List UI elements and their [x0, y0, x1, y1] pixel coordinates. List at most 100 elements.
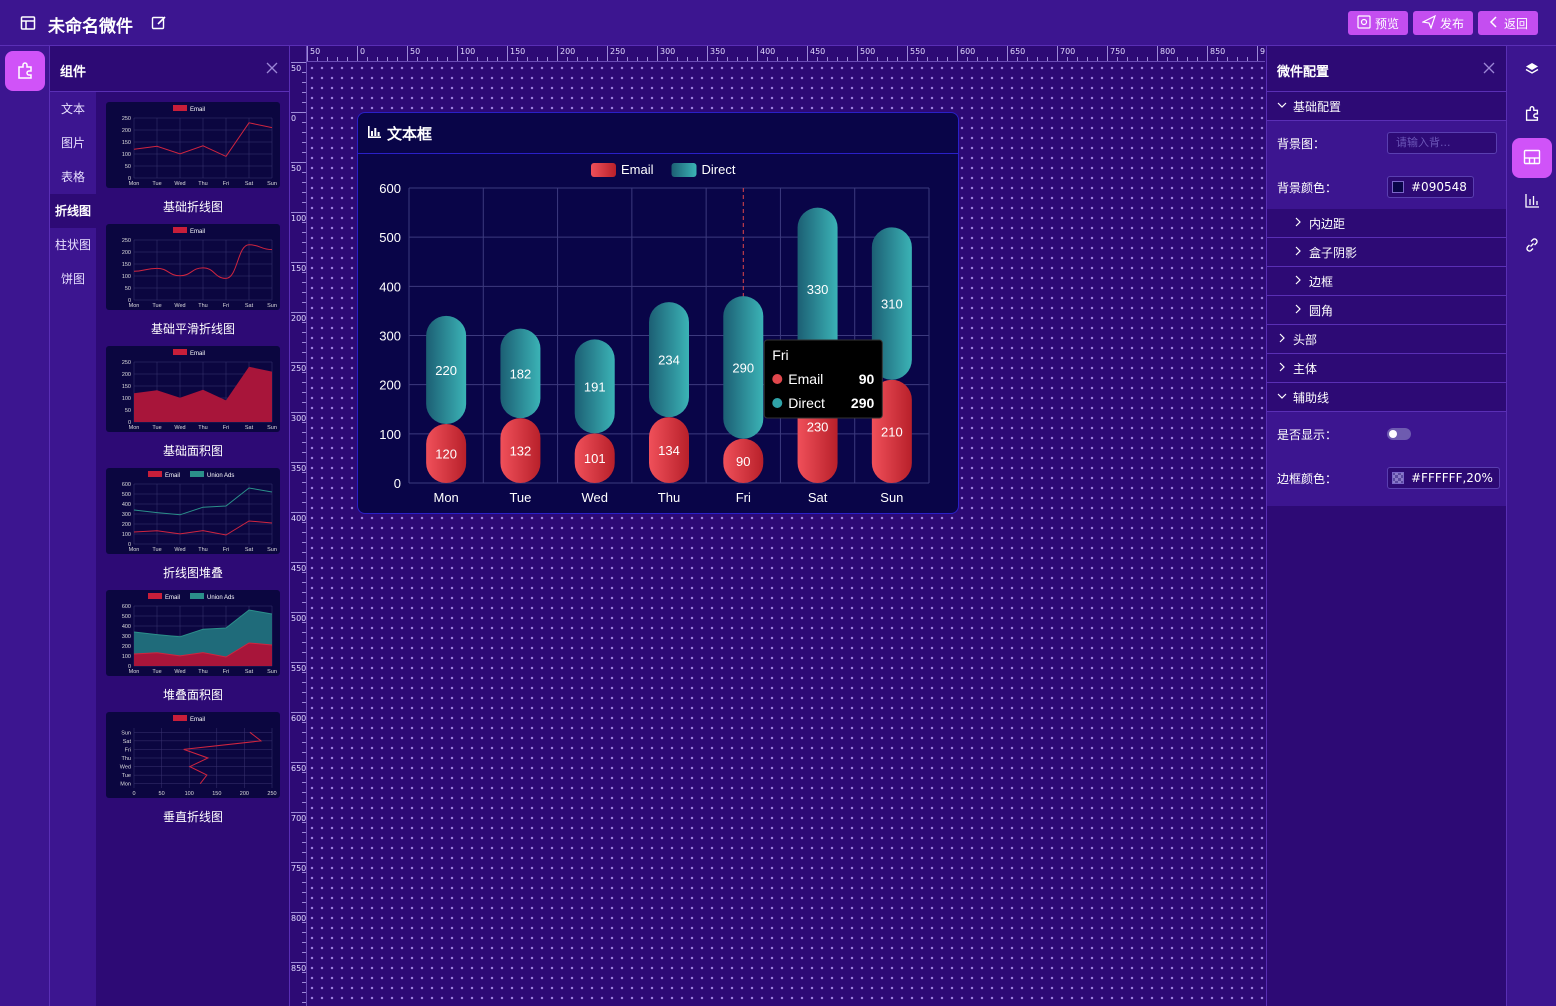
- stacked-bar-chart[interactable]: 0 100 200 300 400 500 600 Email Direct 120 220 Mon 1…: [358, 154, 958, 513]
- publish-button[interactable]: 发布: [1413, 11, 1473, 35]
- chart-rail-button[interactable]: [1512, 182, 1552, 222]
- bar-value-label: 230: [807, 419, 829, 434]
- config-subsection[interactable]: 内边距: [1267, 209, 1506, 238]
- thumb-tick-label: Fri: [223, 425, 229, 431]
- guide-line-section[interactable]: 辅助线: [1267, 383, 1506, 412]
- bar-value-label: 132: [510, 444, 532, 459]
- thumb-tick-label: 200: [122, 522, 131, 528]
- ruler-label: 450: [810, 47, 825, 56]
- bg-image-input[interactable]: 请输入背...: [1387, 132, 1497, 154]
- component-thumbnail[interactable]: Email Union Ads 600 500 400 300 200 100 0 Mon Tue W…: [106, 590, 280, 706]
- thumb-tick-label: Tue: [152, 669, 161, 675]
- category-pie-chart[interactable]: 饼图: [60, 272, 85, 286]
- thumb-series-line: [133, 642, 273, 658]
- ruler-label: 750: [1110, 47, 1125, 56]
- ruler-label: 650: [291, 764, 306, 773]
- thumb-tick-label: Sun: [267, 547, 277, 553]
- thumb-tick-label: 300: [122, 634, 131, 640]
- close-icon[interactable]: [1482, 61, 1496, 78]
- border-color-picker[interactable]: #FFFFFF,20%: [1387, 467, 1500, 489]
- layers-rail-button[interactable]: [1512, 50, 1552, 90]
- config-section[interactable]: 头部: [1267, 325, 1506, 354]
- component-thumbnail-label: 垂直折线图: [162, 810, 223, 824]
- component-thumbnail[interactable]: Email 0 50 100 150 200 250 Sun Sat Fri Thu Wed Tue Mo…: [106, 712, 280, 828]
- thumb-tick-label: Mon: [120, 782, 131, 788]
- thumb-tick-label: 50: [125, 408, 131, 414]
- widget-title: 文本框: [387, 124, 433, 143]
- component-thumbnail[interactable]: Email Union Ads 600 500 400 300 200 100 0 Mon Tue W…: [106, 468, 280, 584]
- guide-line-body: 是否显示： 边框颜色： #FFFFFF,20%: [1267, 412, 1506, 506]
- thumbnail-preview: Email 0 50 100 150 200 250 Sun Sat Fri Thu Wed Tue Mo…: [106, 712, 280, 798]
- y-tick-label: 300: [379, 329, 401, 344]
- category-bar-chart[interactable]: 柱状图: [54, 238, 91, 252]
- component-thumbnail-label: 基础折线图: [162, 200, 223, 214]
- bar-email-mon: [426, 424, 467, 483]
- ruler-label: 800: [291, 914, 306, 923]
- category-text[interactable]: 文本: [60, 102, 85, 116]
- preview-button[interactable]: 预览: [1348, 11, 1408, 35]
- bar-email-fri: [723, 438, 764, 483]
- thumb-series-area: [134, 643, 272, 666]
- basic-sub-sections: 内边距 盒子阴影 边框 圆角: [1267, 209, 1506, 325]
- legend-swatch: [173, 105, 187, 111]
- thumb-tick-label: Mon: [129, 547, 140, 553]
- ruler-label: 300: [291, 414, 306, 423]
- x-tick-label: Thu: [658, 490, 680, 505]
- category-image[interactable]: 图片: [60, 136, 85, 150]
- components-panel-title: 组件: [60, 65, 87, 80]
- config-section[interactable]: 主体: [1267, 354, 1506, 383]
- config-subsection[interactable]: 盒子阴影: [1267, 238, 1506, 267]
- legend-swatch: [148, 471, 162, 477]
- edit-icon[interactable]: [151, 15, 167, 34]
- thumb-tick-label: 200: [122, 250, 131, 256]
- thumb-tick-label: 200: [122, 644, 131, 650]
- ruler-label: 850: [291, 964, 306, 973]
- component-thumbnail[interactable]: Email 250 200 150 100 50 0 Mon Tue Wed Thu Fri Sat Su…: [106, 102, 280, 218]
- category-line-chart[interactable]: 折线图: [50, 194, 96, 228]
- title-area: 未命名微件: [20, 12, 167, 37]
- config-subsection[interactable]: 圆角: [1267, 296, 1506, 325]
- ruler-label: 600: [960, 47, 975, 56]
- thumbnail-preview: Email Union Ads 600 500 400 300 200 100 0 Mon Tue W…: [106, 590, 280, 676]
- thumb-tick-label: Sat: [245, 303, 254, 309]
- thumb-tick-label: 600: [122, 482, 131, 488]
- ruler-label: 500: [860, 47, 875, 56]
- legend-text: Union Ads: [207, 595, 234, 601]
- x-tick-label: Sun: [880, 490, 903, 505]
- category-table[interactable]: 表格: [60, 170, 85, 184]
- widget-config-rail-button[interactable]: [1512, 138, 1552, 178]
- legend-text: Email: [165, 473, 180, 479]
- components-rail-button[interactable]: [1512, 94, 1552, 134]
- chart-widget[interactable]: 文本框 0 100 200 300 400 500 600 Email Direct 120 220…: [357, 112, 959, 514]
- thumb-tick-label: Mon: [129, 303, 140, 309]
- close-icon[interactable]: [265, 61, 279, 78]
- basic-config-section[interactable]: 基础配置: [1267, 92, 1506, 121]
- bg-color-picker[interactable]: #090548: [1387, 176, 1474, 198]
- ruler-label: 450: [291, 564, 306, 573]
- component-thumbnail[interactable]: Email 250 200 150 100 50 0 Mon Tue Wed Thu Fri Sat Su…: [106, 346, 280, 462]
- back-label: 返回: [1503, 16, 1528, 31]
- chevron-right-icon: [1293, 303, 1309, 317]
- legend-text: Email: [190, 351, 205, 357]
- link-rail-button[interactable]: [1512, 226, 1552, 266]
- thumb-tick-label: Fri: [223, 181, 229, 187]
- thumb-tick-label: Fri: [223, 669, 229, 675]
- back-button[interactable]: 返回: [1478, 11, 1538, 35]
- left-ruler: 50 0 50 100 150 200 250 300 350 400 450 500 550 600 65…: [291, 46, 307, 1006]
- components-rail-button[interactable]: [5, 51, 45, 91]
- component-thumbnail-label: 堆叠面积图: [162, 688, 223, 702]
- component-thumbnail[interactable]: Email 250 200 150 100 50 0 Mon Tue Wed Thu Fri Sat Su…: [106, 224, 280, 340]
- ruler-label: 50: [291, 164, 301, 173]
- config-subsection[interactable]: 边框: [1267, 267, 1506, 296]
- bar-value-label: 220: [435, 363, 457, 378]
- thumb-series-area: [134, 366, 272, 422]
- thumb-tick-label: Sat: [245, 181, 254, 187]
- ruler-label: 100: [291, 214, 306, 223]
- thumbnail-preview: Email 250 200 150 100 50 0 Mon Tue Wed Thu Fri Sat Su…: [106, 224, 280, 310]
- bar-value-label: 90: [736, 454, 750, 469]
- bar-email-wed: [574, 433, 615, 483]
- thumb-tick-label: 200: [240, 791, 249, 797]
- y-tick-label: 400: [379, 279, 401, 294]
- tooltip-title: Fri: [772, 347, 788, 363]
- show-guide-toggle[interactable]: [1387, 428, 1411, 440]
